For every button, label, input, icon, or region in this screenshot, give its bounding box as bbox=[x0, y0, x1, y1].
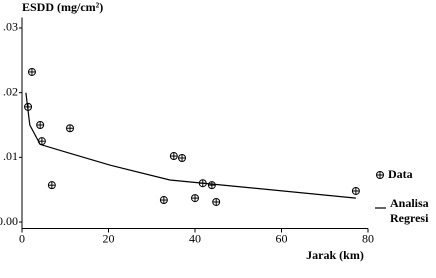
x-tick-label: 40 bbox=[189, 231, 201, 245]
data-point bbox=[47, 181, 56, 190]
data-point bbox=[66, 124, 75, 133]
data-point bbox=[169, 152, 178, 161]
y-tick-label: .02 bbox=[3, 84, 18, 98]
y-tick-label: 0.00 bbox=[0, 214, 18, 228]
data-point bbox=[178, 153, 187, 162]
x-tick-label: 60 bbox=[276, 231, 288, 245]
data-point bbox=[159, 196, 168, 205]
x-tick-label: 80 bbox=[362, 231, 374, 245]
data-point bbox=[36, 121, 45, 129]
data-point bbox=[212, 197, 221, 206]
data-point bbox=[351, 186, 360, 195]
y-axis-label: ESDD (mg/cm²) bbox=[22, 0, 103, 14]
y-tick-label: .03 bbox=[3, 20, 18, 34]
x-tick-label: 20 bbox=[103, 231, 115, 245]
legend-label: Analisa Regresi bbox=[390, 196, 429, 225]
data-point bbox=[207, 181, 216, 190]
regression-line bbox=[25, 92, 356, 199]
legend-label: Data bbox=[388, 167, 413, 181]
legend-symbol bbox=[376, 171, 384, 179]
data-point bbox=[191, 194, 199, 203]
x-axis-label: Jarak (km) bbox=[306, 248, 364, 262]
y-tick-label: .01 bbox=[3, 149, 18, 163]
x-tick-label: 0 bbox=[19, 231, 25, 245]
data-point bbox=[27, 67, 36, 76]
